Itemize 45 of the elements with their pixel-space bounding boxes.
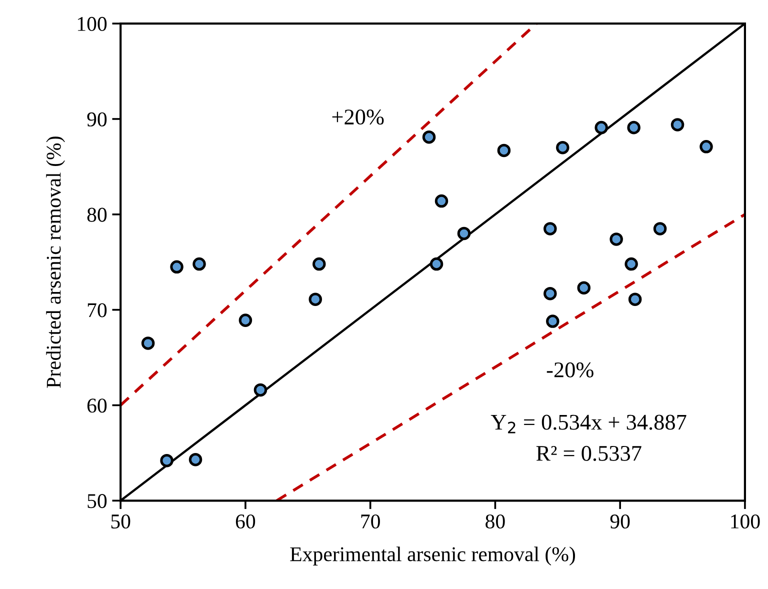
point xyxy=(312,257,326,271)
point xyxy=(577,281,590,294)
annotation: Y$_{2}$ = 0.534x + 34.887 xyxy=(490,414,686,434)
point xyxy=(700,140,713,154)
point xyxy=(628,292,642,306)
point xyxy=(594,120,608,134)
point xyxy=(610,232,623,246)
x-axis-title: Experimental arsenic removal (%) xyxy=(290,546,576,566)
annotation: -20% xyxy=(546,362,594,378)
point xyxy=(653,222,667,236)
y-tick-label: 80 xyxy=(87,208,107,222)
x-tick-label: 90 xyxy=(610,514,630,529)
x-tick-label: 50 xyxy=(111,514,130,529)
point xyxy=(624,257,638,271)
y-tick-label: 90 xyxy=(87,112,107,126)
y-axis-title: Predicted arsenic removal (%) xyxy=(46,136,66,388)
annotation: R² = 0.5337 xyxy=(536,446,642,461)
point xyxy=(308,292,322,306)
point xyxy=(160,454,174,468)
point xyxy=(188,452,202,466)
y-tick-label: 50 xyxy=(88,494,107,508)
point xyxy=(192,257,206,271)
point xyxy=(556,140,570,154)
x-tick-label: 80 xyxy=(486,514,505,529)
x-tick-label: 60 xyxy=(236,514,256,529)
point xyxy=(497,144,511,158)
y-tick-label: 60 xyxy=(87,398,107,413)
point xyxy=(544,286,557,300)
point xyxy=(544,222,557,236)
point xyxy=(434,194,448,208)
point xyxy=(170,260,184,274)
point xyxy=(422,130,436,144)
y-tick-label: 70 xyxy=(88,303,107,318)
annotation: +20% xyxy=(332,110,384,125)
point xyxy=(141,336,155,350)
point xyxy=(627,120,640,134)
point xyxy=(430,257,444,271)
point xyxy=(238,314,252,327)
x-tick-label: 100 xyxy=(731,514,760,529)
y-tick-label: 100 xyxy=(78,16,107,31)
point xyxy=(254,383,268,397)
point xyxy=(546,314,560,328)
point xyxy=(457,226,471,240)
x-tick-label: 70 xyxy=(361,514,380,529)
point xyxy=(670,118,684,132)
